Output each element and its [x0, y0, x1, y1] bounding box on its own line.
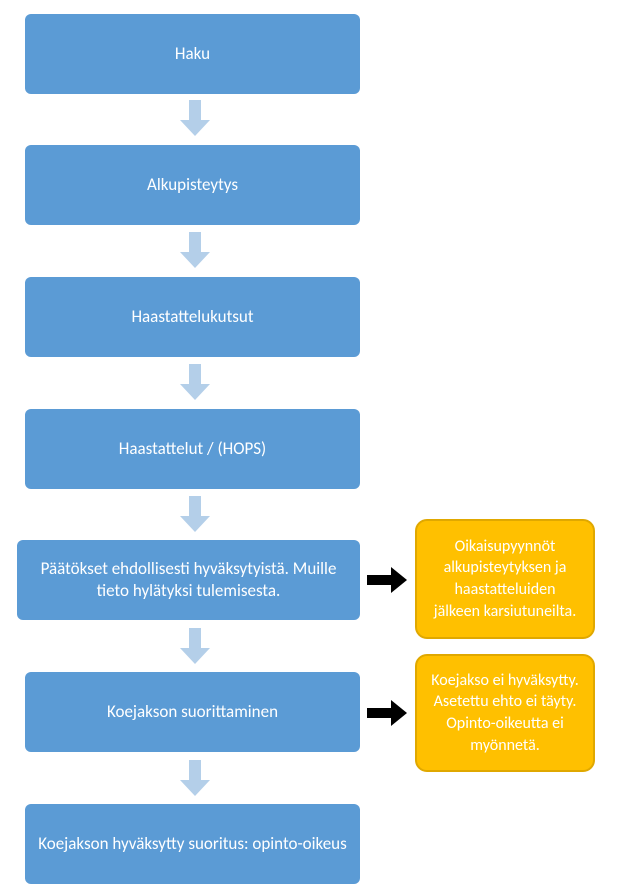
- arrow-right-icon: [367, 567, 407, 593]
- arrow-down-icon: [180, 364, 210, 400]
- flow-node-label: Koejakson suorittaminen: [107, 701, 278, 723]
- arrow-down-icon: [180, 496, 210, 532]
- flow-node-n6: Koejakson suorittaminen: [25, 672, 360, 752]
- flow-node-label: Haastattelukutsut: [131, 306, 253, 328]
- arrow-right-icon: [367, 700, 407, 726]
- flow-node-n3: Haastattelukutsut: [25, 277, 360, 357]
- flow-node-n7: Koejakson hyväksytty suoritus: opinto-oi…: [25, 804, 360, 884]
- flow-node-label: Koejakso ei hyväksytty. Asetettu ehto ei…: [431, 670, 579, 756]
- flow-node-label: Alkupisteytys: [147, 174, 238, 196]
- arrow-down-icon: [180, 760, 210, 796]
- flow-node-s1: Oikaisupyynnöt alkupisteytyksen ja haast…: [415, 519, 595, 639]
- flow-node-label: Oikaisupyynnöt alkupisteytyksen ja haast…: [431, 536, 579, 622]
- flow-node-label: Koejakson hyväksytty suoritus: opinto-oi…: [38, 833, 347, 855]
- flow-node-n1: Haku: [25, 14, 360, 94]
- flow-node-n2: Alkupisteytys: [25, 145, 360, 225]
- flow-node-s2: Koejakso ei hyväksytty. Asetettu ehto ei…: [415, 654, 595, 772]
- arrow-down-icon: [180, 232, 210, 268]
- flow-node-label: Haku: [175, 43, 210, 65]
- arrow-down-icon: [180, 100, 210, 136]
- flow-node-n5: Päätökset ehdollisesti hyväksytyistä. Mu…: [17, 540, 360, 620]
- flow-node-label: Haastattelut / (HOPS): [119, 438, 266, 460]
- flow-node-n4: Haastattelut / (HOPS): [25, 409, 360, 489]
- flow-node-label: Päätökset ehdollisesti hyväksytyistä. Mu…: [29, 558, 348, 602]
- arrow-down-icon: [180, 628, 210, 664]
